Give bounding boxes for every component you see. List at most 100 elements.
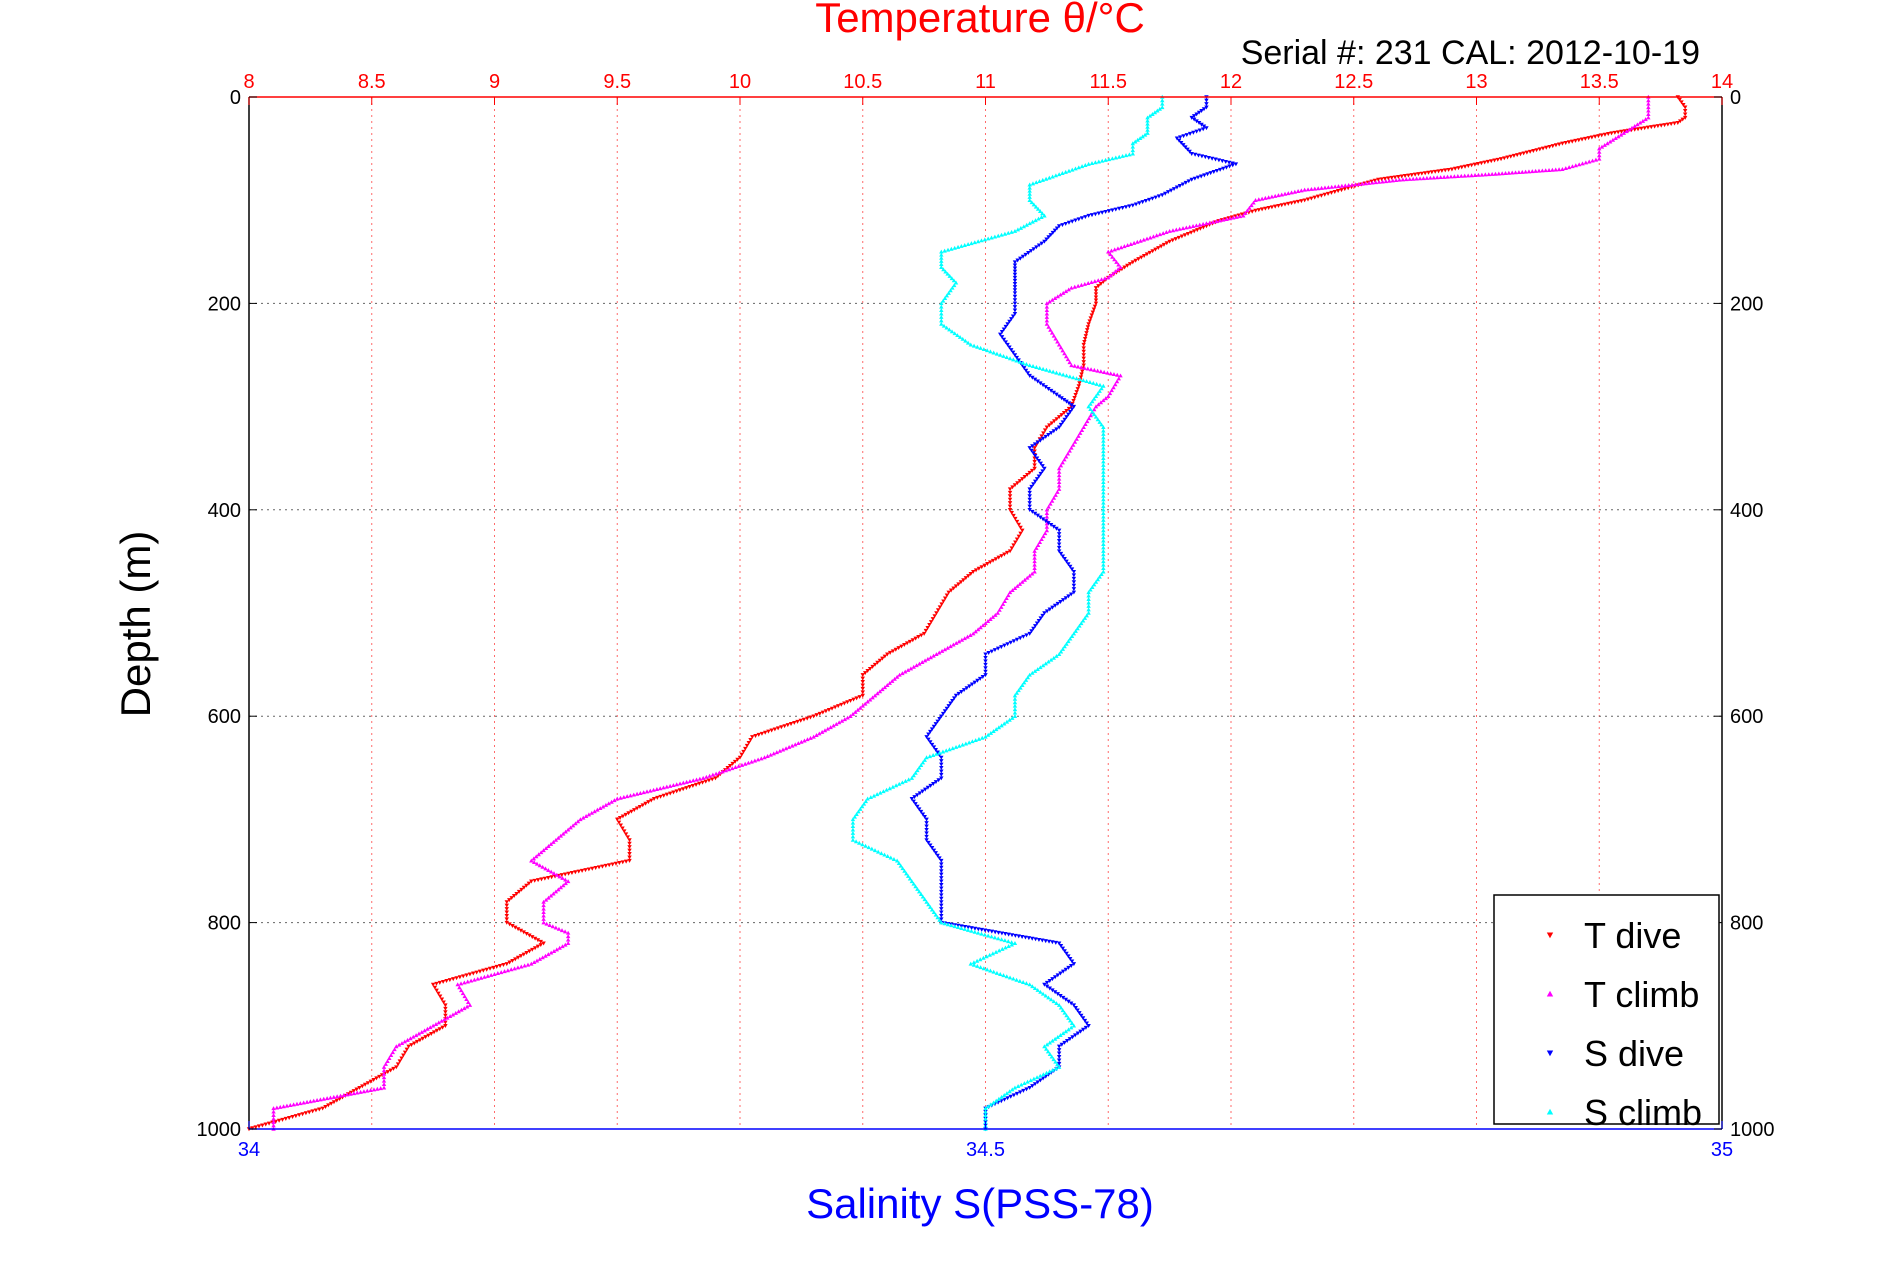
data-point — [405, 1037, 410, 1042]
data-point — [1090, 585, 1095, 589]
data-point — [935, 915, 940, 920]
data-point — [1616, 134, 1621, 139]
data-point — [1122, 244, 1127, 249]
data-point — [1097, 574, 1102, 579]
data-point — [1101, 490, 1106, 495]
data-point — [1086, 600, 1091, 605]
data-point — [971, 343, 977, 348]
data-point — [557, 874, 562, 879]
data-point — [1027, 185, 1032, 190]
data-point — [1007, 487, 1013, 492]
left-tick-label: 200 — [208, 293, 241, 315]
data-point — [1062, 644, 1067, 649]
data-point — [1117, 154, 1122, 159]
data-point — [1422, 171, 1428, 176]
data-point — [924, 899, 929, 904]
data-point — [1336, 184, 1341, 189]
data-point — [1101, 552, 1106, 557]
data-point — [1080, 369, 1085, 374]
data-point — [1058, 463, 1064, 468]
data-point — [416, 1031, 422, 1036]
data-point — [1142, 132, 1148, 137]
data-point — [1027, 508, 1032, 512]
data-point — [451, 977, 456, 982]
data-point — [1067, 374, 1073, 379]
data-point — [978, 957, 983, 962]
data-point — [1021, 224, 1026, 229]
data-point — [1013, 516, 1018, 521]
data-point — [1086, 213, 1091, 218]
top-tick-label: 13 — [1465, 71, 1487, 93]
data-point — [1157, 232, 1163, 237]
data-point — [1099, 386, 1104, 391]
data-point — [1315, 186, 1321, 191]
data-point — [1339, 188, 1344, 193]
data-point — [1472, 173, 1478, 177]
data-point — [1101, 493, 1106, 498]
data-point — [1048, 388, 1054, 393]
data-point — [1012, 1085, 1018, 1090]
data-point — [1176, 235, 1182, 240]
data-point — [1066, 412, 1071, 417]
data-point — [524, 951, 529, 955]
data-point — [1014, 358, 1019, 363]
data-point — [1521, 151, 1526, 156]
data-point — [999, 723, 1004, 728]
data-point — [328, 1095, 333, 1100]
data-point — [1042, 213, 1047, 218]
data-point — [1075, 283, 1081, 288]
data-point — [962, 926, 967, 931]
data-point — [1230, 163, 1235, 168]
data-point — [1017, 479, 1023, 484]
data-point — [1224, 216, 1229, 221]
data-point — [867, 666, 873, 671]
data-point — [542, 876, 548, 881]
data-point — [990, 558, 996, 563]
data-point — [1012, 483, 1018, 488]
data-point — [1070, 442, 1076, 447]
data-point — [1441, 174, 1447, 179]
data-point — [967, 684, 972, 689]
data-point — [1469, 173, 1474, 178]
data-point — [890, 678, 895, 683]
data-point — [999, 604, 1004, 609]
data-point — [310, 1109, 315, 1114]
data-point — [1011, 1093, 1017, 1098]
data-point — [1032, 559, 1037, 564]
data-point — [951, 278, 957, 283]
data-point — [1498, 157, 1504, 162]
data-point — [1459, 165, 1464, 170]
data-point — [1071, 587, 1077, 592]
data-point — [1680, 117, 1685, 122]
data-point — [1040, 991, 1046, 996]
data-point — [988, 349, 993, 354]
data-point — [1550, 144, 1555, 149]
data-point — [557, 945, 562, 950]
data-point — [1063, 169, 1068, 174]
data-point — [443, 1020, 448, 1025]
data-point — [1050, 605, 1055, 610]
data-point — [1110, 208, 1115, 213]
data-point — [945, 271, 950, 276]
data-point — [1055, 294, 1060, 299]
top-tick-label: 11.5 — [1090, 71, 1127, 93]
data-point — [649, 798, 654, 803]
data-point — [951, 642, 956, 647]
data-point — [1216, 158, 1222, 163]
data-point — [381, 1075, 387, 1080]
data-point — [1153, 195, 1158, 200]
data-point — [1629, 125, 1635, 130]
data-point — [1030, 364, 1036, 369]
data-point — [1099, 422, 1104, 427]
data-point — [351, 1089, 357, 1094]
data-point — [1071, 375, 1076, 380]
left-tick-label: 400 — [208, 500, 241, 522]
data-point — [723, 768, 728, 773]
data-point — [939, 762, 944, 767]
data-point — [1056, 1061, 1062, 1066]
data-point — [1165, 190, 1171, 195]
data-point — [1086, 607, 1091, 612]
data-point — [1289, 190, 1294, 195]
data-point — [1075, 364, 1081, 369]
data-point — [996, 936, 1001, 941]
